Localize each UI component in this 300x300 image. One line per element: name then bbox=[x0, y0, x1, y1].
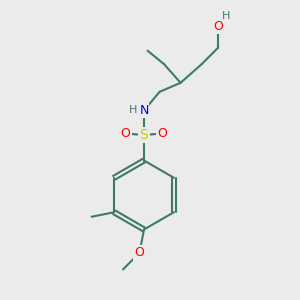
Text: O: O bbox=[213, 20, 223, 33]
Text: H: H bbox=[129, 105, 137, 116]
Text: O: O bbox=[158, 127, 167, 140]
Text: S: S bbox=[140, 128, 148, 142]
Text: O: O bbox=[135, 246, 144, 260]
Text: O: O bbox=[121, 127, 130, 140]
Text: H: H bbox=[222, 11, 231, 21]
Text: N: N bbox=[139, 104, 149, 117]
